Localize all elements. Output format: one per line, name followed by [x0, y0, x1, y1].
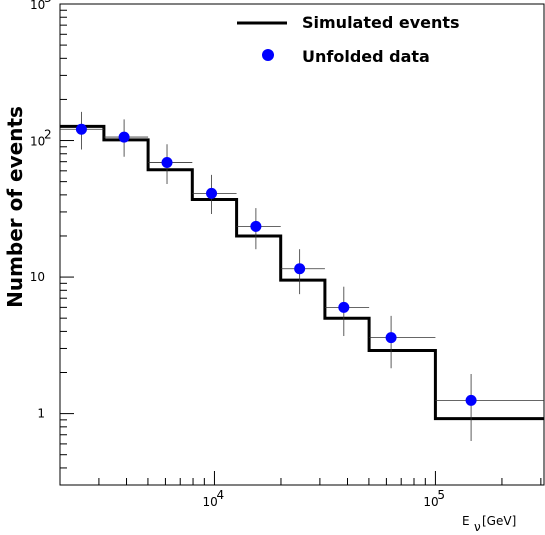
x-axis-title-main: E: [462, 514, 470, 528]
y-tick-label: 1: [37, 407, 45, 421]
data-point: [465, 394, 477, 406]
legend-label-unfolded: Unfolded data: [302, 47, 430, 66]
y-tick-label-exp: 3: [44, 0, 52, 5]
x-tick-label-base: 10: [202, 495, 217, 509]
x-axis-title-unit: [GeV]: [482, 514, 516, 528]
x-tick-label-exp: 4: [216, 488, 224, 502]
data-point: [75, 123, 87, 135]
tick-labels: 104105110102103: [30, 0, 445, 509]
legend-label-simulated: Simulated events: [302, 13, 460, 32]
x-tick-label-exp: 5: [437, 488, 445, 502]
x-axis-title: E ν [GeV]: [462, 514, 516, 534]
simulated-step-line: [60, 124, 544, 421]
legend-marker-unfolded: [262, 49, 274, 61]
data-point: [338, 301, 350, 313]
axis-ticks: [59, 3, 542, 486]
legend: Simulated events Unfolded data: [237, 13, 460, 66]
y-axis-title: Number of events: [3, 106, 27, 308]
data-point: [294, 263, 306, 275]
data-point: [118, 131, 130, 143]
x-tick-label-base: 10: [423, 495, 438, 509]
simulated-histogram: [60, 124, 544, 421]
data-point: [250, 220, 262, 232]
unfolded-data-points: [60, 111, 544, 442]
y-tick-label-base: 10: [30, 135, 45, 149]
data-point: [385, 332, 397, 344]
y-tick-label-exp: 2: [44, 128, 52, 142]
x-axis-title-sub: ν: [474, 520, 481, 534]
data-point: [161, 157, 173, 169]
y-tick-label-base: 10: [30, 0, 45, 12]
data-point: [206, 187, 218, 199]
y-tick-label: 10: [30, 270, 45, 284]
plot-frame: [59, 3, 545, 486]
